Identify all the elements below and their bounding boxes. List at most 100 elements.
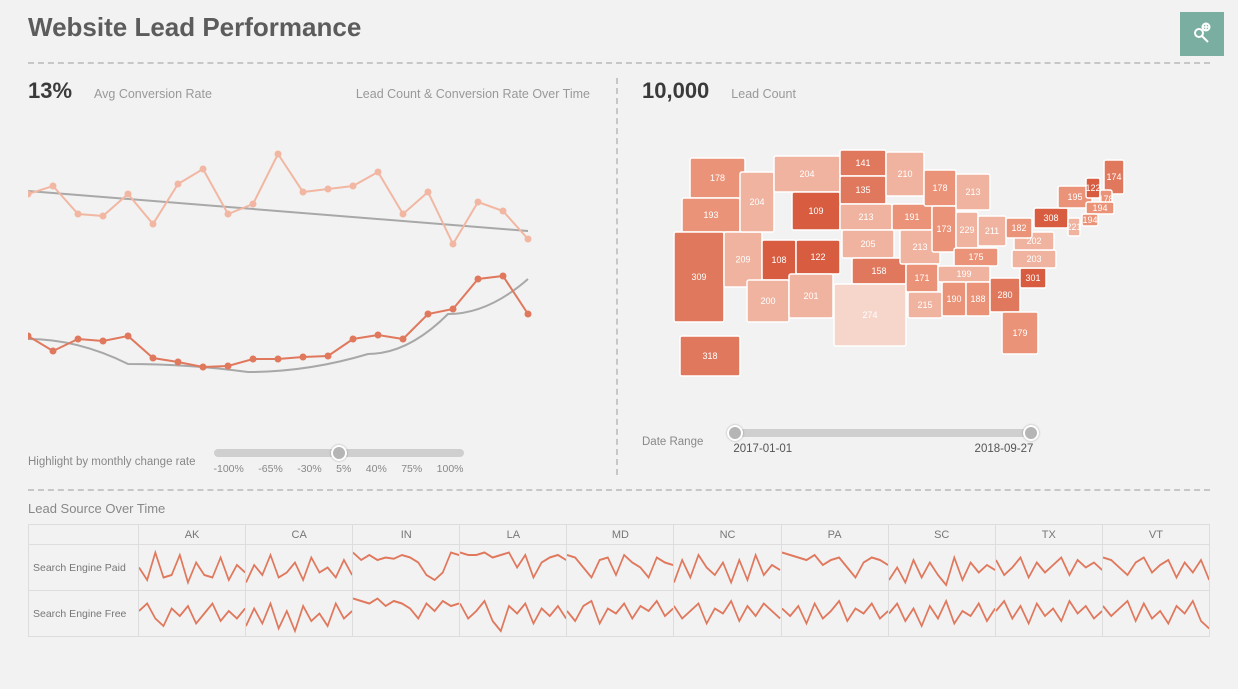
- lead-count-value: 10,000: [642, 78, 709, 104]
- brand-logo: [1180, 12, 1224, 56]
- state-value: 194: [1082, 215, 1097, 225]
- state-value: 229: [959, 225, 974, 235]
- change-slider-label: Highlight by monthly change rate: [28, 456, 196, 468]
- state-value: 158: [871, 266, 886, 276]
- state-value: 108: [771, 255, 786, 265]
- col-header: TX: [995, 525, 1102, 545]
- state-value: 213: [858, 212, 873, 222]
- state-value: 200: [760, 296, 775, 306]
- range-start: 2017-01-01: [733, 443, 792, 455]
- sparkline-cell: [246, 545, 353, 591]
- state-value: 178: [932, 183, 947, 193]
- state-value: 203: [1026, 254, 1041, 264]
- state-value: 182: [1011, 223, 1026, 233]
- state-value: 213: [965, 187, 980, 197]
- sparkline-cell: [460, 591, 567, 637]
- range-handle-right[interactable]: [1023, 425, 1039, 441]
- sparkline-cell: [460, 545, 567, 591]
- slider-tick: -30%: [297, 463, 322, 475]
- slider-tick: -100%: [214, 463, 244, 475]
- state-value: 122: [1085, 183, 1100, 193]
- sparkline-cell: [781, 545, 888, 591]
- sparkline-cell: [1102, 545, 1209, 591]
- state-value: 195: [1067, 192, 1082, 202]
- sparkline-cell: [353, 591, 460, 637]
- chart-subtitle: Lead Count & Conversion Rate Over Time: [356, 87, 590, 101]
- source-title: Lead Source Over Time: [28, 501, 1210, 516]
- sparkline-cell: [353, 545, 460, 591]
- lead-count-panel: 10,000 Lead Count 178 193 309 209 204 108 200 2…: [618, 78, 1210, 475]
- state-value: 175: [968, 252, 983, 262]
- state-value: 204: [799, 169, 814, 179]
- slider-tick: 75%: [401, 463, 422, 475]
- row-header: Search Engine Paid: [29, 545, 139, 591]
- state-value: 191: [904, 212, 919, 222]
- col-header: IN: [353, 525, 460, 545]
- col-header: PA: [781, 525, 888, 545]
- state-value: 204: [749, 197, 764, 207]
- slider-tick: -65%: [258, 463, 283, 475]
- lead-count-label: Lead Count: [731, 87, 796, 101]
- date-range-label: Date Range: [642, 436, 703, 448]
- sparkline-cell: [567, 591, 674, 637]
- date-range-slider[interactable]: [733, 429, 1033, 437]
- range-handle-left[interactable]: [727, 425, 743, 441]
- state-value: 211: [985, 226, 999, 236]
- sparkline-cell: [888, 545, 995, 591]
- state-value: 205: [860, 239, 875, 249]
- state-value: 199: [956, 269, 971, 279]
- col-header: AK: [139, 525, 246, 545]
- slider-tick: 5%: [336, 463, 351, 475]
- col-header: VT: [1102, 525, 1209, 545]
- sparkline-cell: [781, 591, 888, 637]
- state-value: 178: [710, 173, 725, 183]
- sparkline-cell: [995, 591, 1102, 637]
- state-value: 201: [803, 291, 818, 301]
- sparkline-cell: [246, 591, 353, 637]
- page-title: Website Lead Performance: [28, 12, 361, 43]
- sparkline-cell: [139, 545, 246, 591]
- col-header: SC: [888, 525, 995, 545]
- state-value: 318: [702, 351, 717, 361]
- sparkline-cell: [995, 545, 1102, 591]
- state-value: 179: [1012, 328, 1027, 338]
- state-value: 174: [1106, 172, 1121, 182]
- state-value: 188: [970, 294, 985, 304]
- state-value: 171: [914, 273, 929, 283]
- sparkline-cell: [674, 545, 781, 591]
- state-value: 309: [691, 272, 706, 282]
- state-value: 280: [997, 290, 1012, 300]
- conversion-label: Avg Conversion Rate: [94, 87, 212, 101]
- range-end: 2018-09-27: [975, 443, 1034, 455]
- col-header: MD: [567, 525, 674, 545]
- state-value: 209: [735, 255, 750, 265]
- sparkline-cell: [888, 591, 995, 637]
- col-header: CA: [246, 525, 353, 545]
- state-value: 213: [912, 242, 927, 252]
- state-value: 135: [855, 185, 870, 195]
- state-value: 274: [862, 310, 877, 320]
- slider-tick: 100%: [437, 463, 464, 475]
- col-header: LA: [460, 525, 567, 545]
- sparkline-table: AKCAINLAMDNCPASCTXVTSearch Engine PaidSe…: [28, 524, 1210, 637]
- state-value: 210: [897, 169, 912, 179]
- col-header: NC: [674, 525, 781, 545]
- state-value: 190: [946, 294, 961, 304]
- us-map[interactable]: 1781933092092041082002041091222011411352…: [642, 110, 1142, 410]
- conversion-value: 13%: [28, 78, 72, 104]
- change-slider[interactable]: [214, 449, 464, 457]
- sparkline-cell: [567, 545, 674, 591]
- slider-handle[interactable]: [331, 445, 347, 461]
- slider-tick: 40%: [366, 463, 387, 475]
- state-value: 215: [917, 300, 932, 310]
- state-value: 109: [808, 206, 823, 216]
- state-value: 301: [1025, 273, 1040, 283]
- sparkline-cell: [1102, 591, 1209, 637]
- state-value: 308: [1043, 213, 1058, 223]
- state-value: 193: [703, 210, 718, 220]
- state-value: 194: [1092, 203, 1107, 213]
- conversion-chart: [28, 114, 568, 424]
- conversion-panel: 13% Avg Conversion Rate Lead Count & Con…: [28, 78, 618, 475]
- state-value: 221: [1066, 222, 1081, 232]
- sparkline-cell: [139, 591, 246, 637]
